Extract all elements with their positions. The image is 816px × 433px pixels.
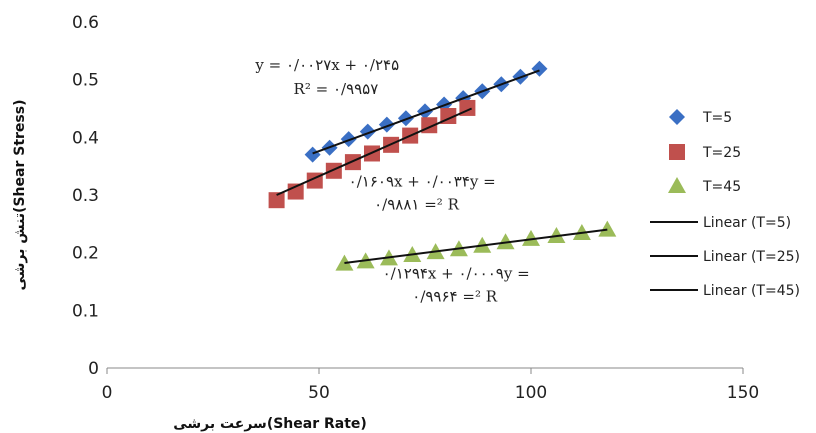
x-tick-label: 0 [102, 383, 113, 403]
legend-marker [669, 144, 685, 160]
x-tick-label: 100 [515, 383, 547, 403]
legend-label: T=25 [702, 145, 741, 161]
legend-label: Linear (T=45) [703, 283, 800, 299]
legend-label: T=45 [702, 179, 741, 195]
y-tick-label: 0.2 [72, 244, 99, 264]
trendline-1 [312, 69, 540, 155]
legend-marker [668, 177, 686, 193]
equation-label: ۰/۹۸۸۱ =² R [374, 195, 459, 213]
legend-label: Linear (T=25) [703, 249, 800, 265]
x-tick-label: 150 [727, 383, 759, 403]
data-point-t25 [325, 162, 342, 179]
y-tick-label: 0.4 [72, 128, 99, 148]
data-point-t45 [598, 220, 617, 237]
y-axis-title: تنش برشی(Shear Stress) [12, 100, 28, 291]
x-tick-label: 50 [308, 383, 330, 403]
y-tick-label: 0.5 [72, 71, 99, 91]
data-point-t5 [340, 131, 357, 148]
legend-label: Linear (T=5) [703, 215, 791, 231]
data-point-t45 [547, 226, 566, 243]
equation-label: R² = ۰/۹۹۵۷ [294, 80, 379, 98]
data-point-t5 [531, 60, 548, 77]
trendline-2 [276, 107, 473, 196]
data-point-t45 [496, 233, 515, 250]
y-tick-label: 0 [88, 359, 99, 379]
equation-label: ۰/۱۲۹۴x + ۰/۰۰۰۹y = [383, 265, 530, 283]
data-point-t5 [304, 146, 321, 163]
x-axis-title: سرعت برشی(Shear Rate) [173, 416, 367, 432]
trendline-3 [344, 228, 608, 265]
equation-label: y = ۰/۰۰۲۷x + ۰/۲۴۵ [254, 56, 399, 74]
y-tick-label: 0.6 [72, 13, 99, 33]
data-point-t45 [522, 229, 540, 246]
data-point-t25 [268, 192, 285, 209]
legend-marker [669, 109, 685, 125]
y-tick-label: 0.3 [72, 186, 99, 206]
legend-label: T=5 [702, 110, 732, 126]
y-tick-label: 0.1 [72, 301, 99, 321]
equation-label: ۰/۱۶۰۹x + ۰/۰۰۳۴y = [349, 172, 496, 190]
equation-label: ۰/۹۹۶۴ =² R [412, 288, 497, 306]
